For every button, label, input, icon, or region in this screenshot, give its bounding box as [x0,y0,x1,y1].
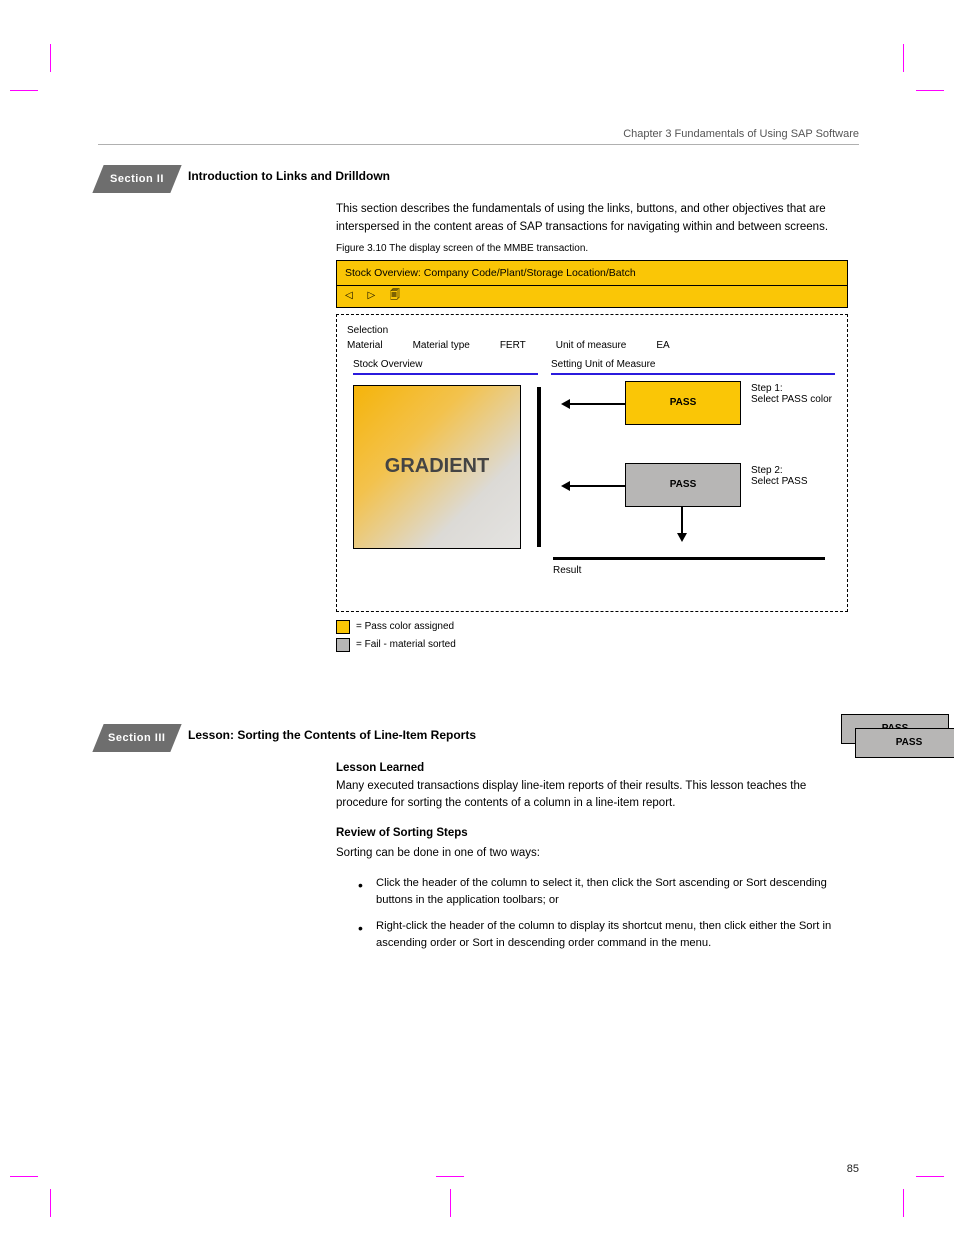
crop-mark [916,90,944,91]
arrow-2-line [569,485,625,487]
pass2-caption: Step 2: Select PASS [751,465,841,487]
uom-value: EA [656,340,669,351]
figure-left-column: Stock Overview GRADIENT [353,359,538,549]
bullet-item-2: Right-click the header of the column to … [358,918,859,953]
legend-swatch-gray [336,638,350,652]
crop-mark [436,1176,464,1177]
bullet-item-1: Click the header of the column to select… [358,875,859,910]
column-divider [537,387,541,547]
section-label-text: Section II [110,173,164,185]
page-number: 85 [847,1163,859,1175]
arrow-3-head-icon [677,533,687,542]
crop-mark [50,1189,51,1217]
section-3-body-top: Many executed transactions display line-… [336,778,859,814]
section-3-header: Section III Lesson: Sorting the Contents… [98,724,859,752]
left-blue-line [353,373,538,375]
section-2-header: Section II Introduction to Links and Dri… [98,165,859,193]
section-label-slant-3: Section III [92,724,181,752]
section-label-slant: Section II [92,165,181,193]
pass1-caption: Step 1: Select PASS color [751,383,841,405]
crop-mark [10,90,38,91]
header-rule [98,144,859,145]
page-content: Chapter 3 Fundamentals of Using SAP Soft… [98,128,859,961]
stack-box-front: PASS [855,728,954,758]
bottom-strong-line [553,557,825,561]
legend-fail: = Fail - material sorted [336,638,848,652]
arrow-1-line [569,403,625,405]
figure-container: Stock Overview: Company Code/Plant/Stora… [336,260,848,652]
crop-mark [916,1176,944,1177]
figure-title-bar: Stock Overview: Company Code/Plant/Stora… [336,260,848,286]
left-col-title: Stock Overview [353,359,538,370]
pass-box-2: PASS [625,463,741,507]
gradient-box: GRADIENT [353,385,521,549]
result-label: Result [553,565,581,576]
arrow-1-head-icon [561,399,570,409]
material-type-value: FERT [500,340,526,351]
page-header: Chapter 3 Fundamentals of Using SAP Soft… [98,128,859,140]
material-label: Material [347,340,383,351]
toolbar-icons: ◁ ▷ 🗐 [345,288,406,305]
selection-heading: Selection [347,325,837,336]
lesson-learned-heading: Lesson Learned [336,762,859,774]
selection-row: Material Material type FERT Unit of meas… [347,340,837,351]
figure-body: Selection Material Material type FERT Un… [336,314,848,612]
crop-mark [450,1189,451,1217]
uom-label: Unit of measure [556,340,627,351]
figure-right-column: Setting Unit of Measure PASS Step 1: Sel… [551,359,835,385]
section-2-body: This section describes the fundamentals … [336,201,859,237]
arrow-2-head-icon [561,481,570,491]
material-type-label: Material type [413,340,470,351]
legend-swatch-yellow [336,620,350,634]
figure-toolbar: ◁ ▷ 🗐 [336,286,848,308]
crop-mark [10,1176,38,1177]
section-3-bullets: Click the header of the column to select… [358,875,859,952]
arrow-3-line [681,507,683,535]
section-3-title: Lesson: Sorting the Contents of Line-Ite… [188,728,859,742]
section-3-intro: Sorting can be done in one of two ways: [336,845,859,863]
right-col-title: Setting Unit of Measure [551,359,835,370]
legend-pass: = Pass color assigned [336,620,848,634]
section-2-title: Introduction to Links and Drilldown [188,169,859,183]
crop-mark [903,44,904,72]
crop-mark [50,44,51,72]
right-blue-line [551,373,835,375]
steps-heading: Review of Sorting Steps [336,827,859,839]
crop-mark [903,1189,904,1217]
legend-pass-label: = Pass color assigned [356,621,454,632]
figure-caption: Figure 3.10 The display screen of the MM… [336,243,859,254]
pass-box-1: PASS [625,381,741,425]
section-label-text-3: Section III [108,732,165,744]
legend-fail-label: = Fail - material sorted [356,639,456,650]
